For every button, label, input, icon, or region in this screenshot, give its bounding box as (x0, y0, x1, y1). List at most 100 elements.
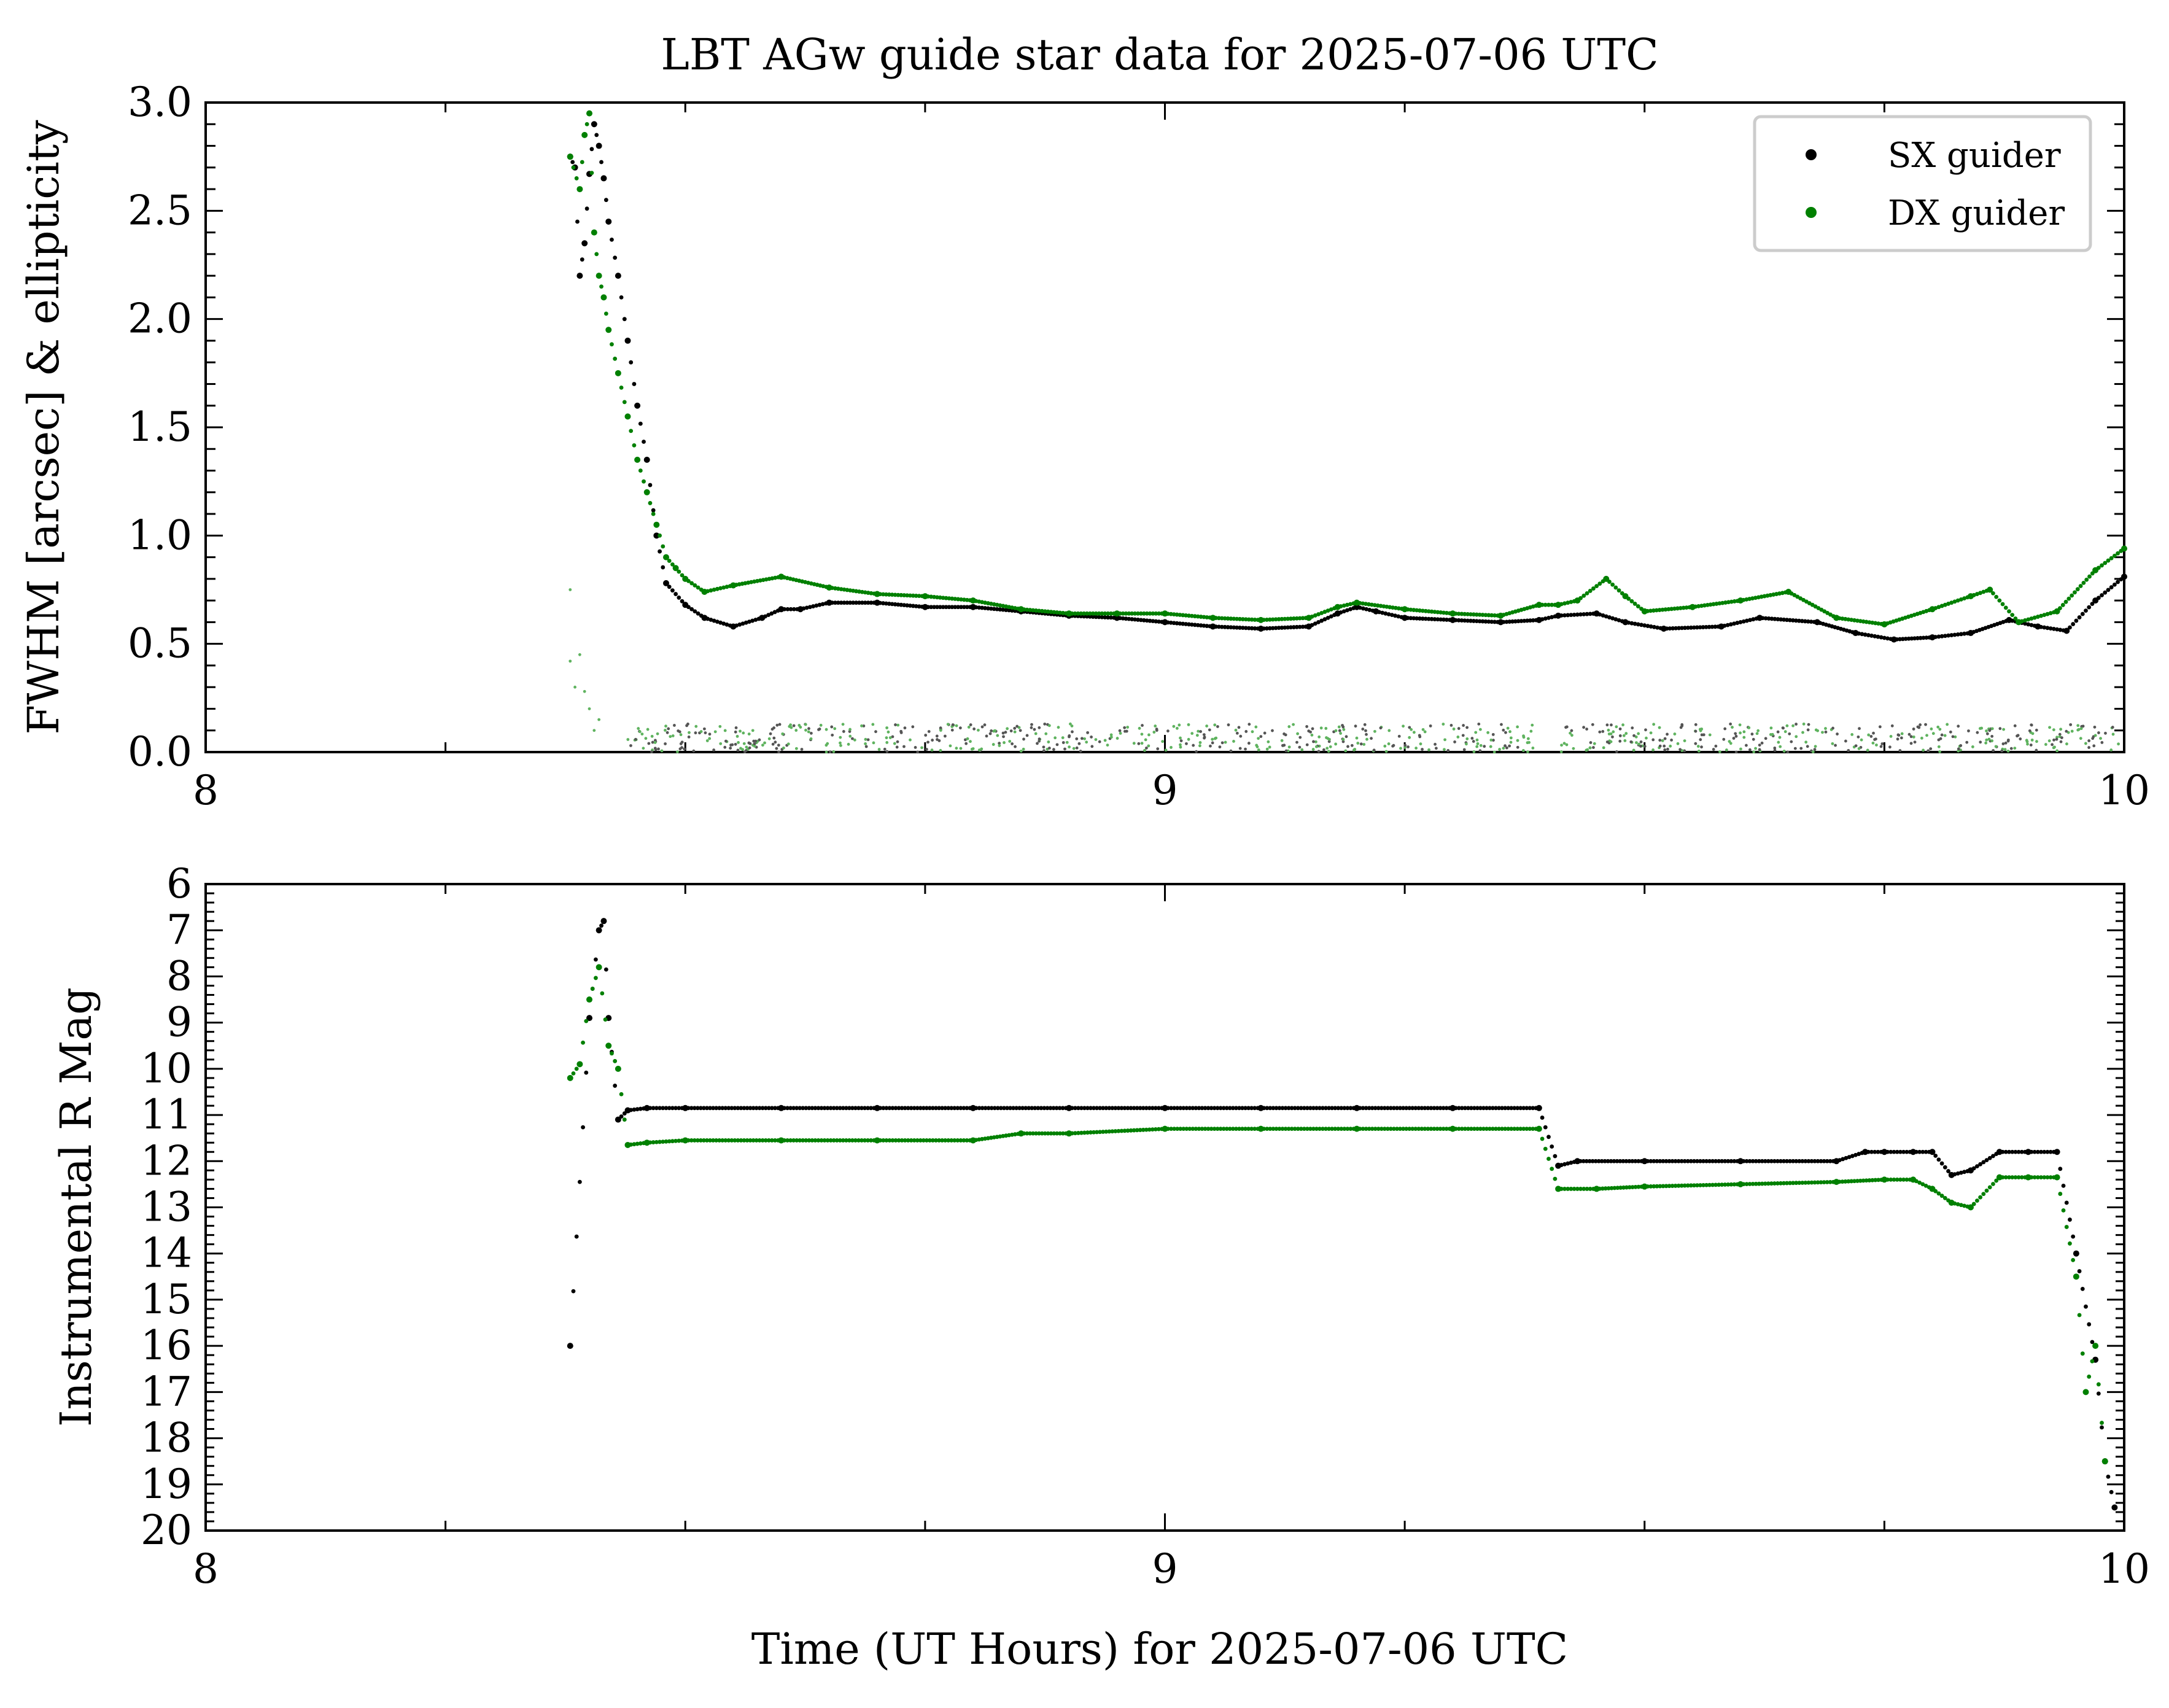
data-point (1748, 618, 1753, 623)
ellipticity-point (1057, 726, 1060, 729)
ellipticity-point (1453, 740, 1456, 743)
ellipticity-point (1477, 722, 1481, 726)
data-point (1283, 1106, 1288, 1111)
ellipticity-point (753, 742, 756, 745)
data-point (1527, 1106, 1532, 1111)
data-point (1396, 614, 1401, 619)
data-point (866, 1106, 871, 1111)
ellipticity-point (1452, 728, 1456, 731)
data-point (1249, 617, 1254, 622)
ellipticity-point (1658, 726, 1661, 729)
data-point (807, 1106, 812, 1111)
data-point (2045, 611, 2050, 616)
data-point (1100, 611, 1104, 616)
ellipticity-point (2093, 725, 2097, 729)
data-point (878, 600, 883, 605)
data-point (629, 429, 634, 433)
data-point (1750, 1182, 1755, 1186)
data-point (817, 602, 822, 607)
ellipticity-point (1080, 737, 1084, 740)
data-point (1923, 1149, 1928, 1154)
y-tick-label: 6 (166, 860, 192, 907)
ellipticity-point (1070, 724, 1074, 728)
data-point (906, 1138, 910, 1143)
ellipticity-point (2099, 737, 2102, 740)
ellipticity-point (1676, 742, 1680, 745)
ellipticity-point (825, 728, 828, 731)
data-point (673, 592, 678, 596)
data-point (1512, 1127, 1517, 1132)
data-point (883, 592, 888, 597)
data-point (2068, 625, 2072, 630)
data-point (1144, 611, 1149, 616)
y-axis-label-mag: Instrumental R Mag (51, 987, 101, 1427)
ellipticity-point (2048, 726, 2051, 729)
ellipticity-point (914, 745, 917, 749)
ellipticity-point (967, 725, 971, 729)
ellipticity-point (1132, 742, 1136, 745)
ellipticity-point (1328, 737, 1331, 741)
data-point (2023, 618, 2027, 623)
data-point (1509, 1127, 1514, 1132)
data-point (928, 1138, 932, 1143)
ellipticity-point (1985, 738, 1989, 742)
ellipticity-point (2006, 750, 2010, 753)
data-point (1166, 1127, 1170, 1132)
ellipticity-point (1652, 723, 1656, 726)
data-point (2013, 616, 2018, 621)
data-point (1984, 1188, 1989, 1193)
data-point (1569, 613, 1573, 618)
data-point (1292, 625, 1296, 629)
data-point (1104, 1106, 1109, 1111)
data-point (1818, 1180, 1823, 1185)
data-point (1401, 1127, 1406, 1132)
data-point (1432, 1106, 1437, 1111)
y-tick-label: 11 (141, 1091, 192, 1138)
data-point (1426, 1106, 1430, 1111)
ellipticity-point (1912, 735, 1915, 739)
ellipticity-point (1232, 740, 1235, 743)
data-point (1241, 626, 1245, 631)
ellipticity-point (1284, 749, 1288, 753)
ellipticity-point (874, 730, 877, 734)
data-point (924, 1138, 929, 1143)
ellipticity-point (1811, 750, 1815, 754)
data-point (584, 1019, 589, 1023)
data-point (1382, 1127, 1387, 1132)
ellipticity-point (1920, 736, 1923, 740)
data-point (1181, 613, 1185, 618)
data-point (1085, 1106, 1090, 1111)
data-point (1157, 1106, 1161, 1111)
data-point (1389, 1127, 1393, 1132)
data-point (1218, 1106, 1223, 1111)
data-point (1888, 1177, 1893, 1182)
data-point (1298, 1106, 1303, 1111)
data-point (944, 605, 949, 610)
ellipticity-point (2060, 736, 2063, 740)
data-point (848, 600, 853, 605)
ellipticity-point (809, 737, 813, 740)
data-point (1265, 1106, 1270, 1111)
chart-title: LBT AGw guide star data for 2025-07-06 U… (661, 29, 1658, 80)
data-point (1144, 1106, 1149, 1111)
data-point (991, 607, 996, 611)
data-point (782, 607, 787, 611)
data-point (1274, 1106, 1279, 1111)
data-point (850, 1106, 855, 1111)
data-point (1416, 1127, 1421, 1132)
data-point (1377, 610, 1381, 615)
data-point (2000, 1175, 2005, 1180)
ellipticity-point (1890, 724, 1894, 728)
ellipticity-point (1844, 739, 1847, 743)
data-point (1324, 1106, 1328, 1111)
data-point (1453, 618, 1458, 623)
data-point (1535, 602, 1542, 608)
data-point (1555, 1186, 1562, 1192)
data-point (1578, 1187, 1583, 1191)
ellipticity-point (1750, 732, 1754, 736)
data-point (828, 1106, 833, 1111)
ellipticity-point (1327, 740, 1331, 743)
data-point (2045, 1175, 2050, 1180)
ellipticity-point (1305, 725, 1309, 728)
ellipticity-point (1255, 743, 1259, 747)
